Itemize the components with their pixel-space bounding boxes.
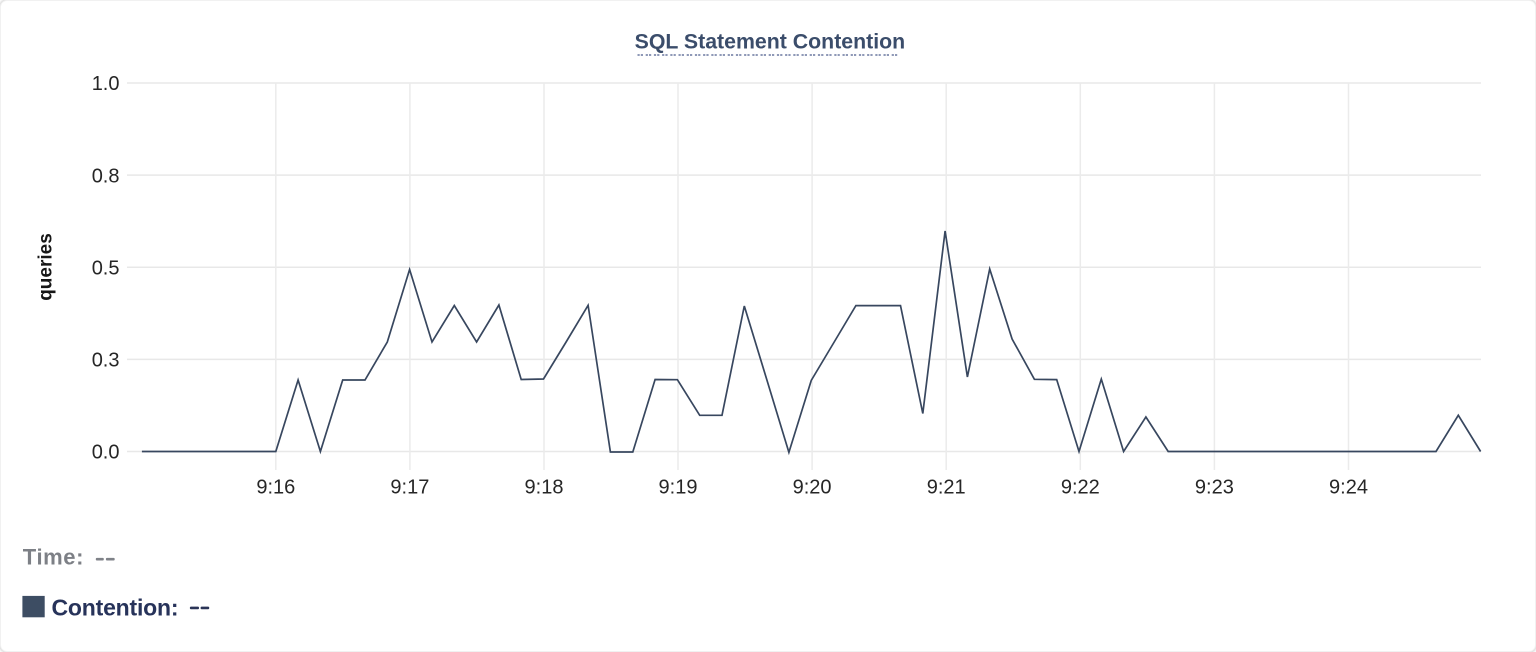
- svg-text:9:19: 9:19: [659, 477, 698, 499]
- svg-text:Contention:: Contention:: [52, 595, 179, 621]
- svg-text:queries: queries: [35, 233, 56, 301]
- svg-text:1.0: 1.0: [92, 73, 120, 95]
- svg-text:9:23: 9:23: [1195, 477, 1234, 499]
- svg-text:9:24: 9:24: [1329, 477, 1368, 499]
- svg-text:SQL Statement Contention: SQL Statement Contention: [635, 30, 906, 54]
- svg-text:0.8: 0.8: [92, 165, 120, 187]
- svg-text:0.5: 0.5: [92, 258, 120, 280]
- svg-text:9:18: 9:18: [525, 477, 564, 499]
- svg-text:9:21: 9:21: [927, 477, 966, 499]
- svg-text:9:17: 9:17: [390, 477, 429, 499]
- svg-text:0.0: 0.0: [92, 442, 120, 464]
- svg-text:9:20: 9:20: [793, 477, 832, 499]
- svg-text:9:16: 9:16: [256, 477, 295, 499]
- svg-text:Time:: Time:: [23, 544, 84, 569]
- svg-text:9:22: 9:22: [1061, 477, 1100, 499]
- svg-text:0.3: 0.3: [92, 350, 120, 372]
